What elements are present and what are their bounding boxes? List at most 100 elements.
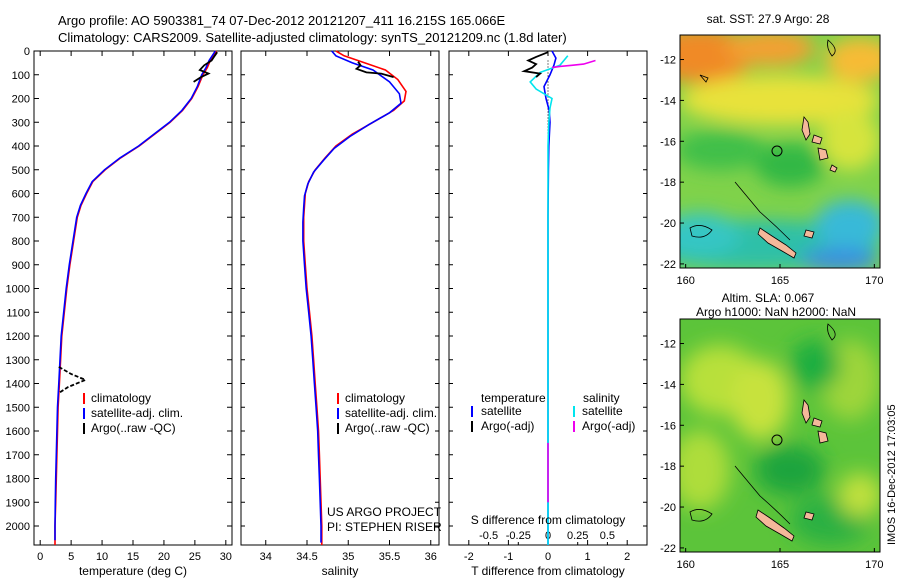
map-x-tick-label: 165 — [771, 559, 789, 571]
difference-legend: temperature salinity satellite Argo(-adj… — [471, 391, 635, 433]
temperature-xlabel: temperature (deg C) — [79, 564, 187, 578]
series-line-satellite-adj-clim- — [302, 50, 402, 543]
principal-investigator: PI: STEPHEN RISER — [327, 520, 442, 534]
map-x-tick-label: 160 — [676, 275, 694, 287]
loyalty-island — [803, 511, 815, 521]
sla-high-patch — [680, 430, 730, 510]
sst-warm-patch — [825, 38, 880, 82]
x-tick-label: -1 — [504, 551, 514, 563]
depth-tick-label: 1300 — [6, 355, 30, 367]
legend-title-salinity: salinity — [583, 391, 620, 405]
map-y-tick-label: -22 — [660, 543, 676, 555]
depth-tick-label: 800 — [12, 236, 30, 248]
legend-label-t-satellite: satellite — [481, 404, 522, 418]
sst-yellow-patch — [820, 110, 880, 170]
legend-title-temperature: temperature — [481, 391, 546, 405]
reef-outline — [734, 181, 791, 241]
argo-profile-location — [771, 434, 783, 446]
sst-map-axes: 160 165 170 -12 -14 -16 -18 -20 -22 — [660, 55, 883, 287]
vanuatu-island — [829, 164, 838, 173]
legend-label-s-argo: Argo(-adj) — [582, 419, 635, 433]
map-y-tick-label: -14 — [660, 379, 676, 391]
sst-green-patch — [680, 130, 765, 170]
depth-tick-label: 100 — [12, 70, 30, 82]
series-line-satellite-adj-clim- — [54, 50, 216, 541]
series-line-s-satellite — [529, 55, 569, 545]
legend-label-t-argo: Argo(-adj) — [481, 419, 534, 433]
salinity-legend: climatology satellite-adj. clim. Argo(..… — [327, 391, 442, 534]
sst-green-patch — [755, 143, 825, 187]
x-tick-label: 30 — [220, 551, 232, 563]
map-y-tick-label: -20 — [660, 502, 676, 514]
map-x-tick-label: 165 — [771, 275, 789, 287]
reef-outline — [827, 39, 836, 57]
x-tick-label: 25 — [189, 551, 201, 563]
map-y-tick-label: -16 — [660, 420, 676, 432]
depth-tick-label: 0 — [24, 46, 30, 58]
x-tick-label: 36 — [425, 551, 437, 563]
depth-tick-label: 1900 — [6, 497, 30, 509]
x-tick-label: 10 — [96, 551, 108, 563]
depth-tick-label: 1400 — [6, 379, 30, 391]
series-line-argo-raw-qc-spike — [58, 366, 88, 394]
legend-label-argo: Argo(..raw -QC) — [91, 421, 176, 435]
series-line-t-satellite — [543, 50, 557, 545]
vanuatu-island — [811, 417, 823, 428]
legend-label-satellite-adj: satellite-adj. clim. — [345, 406, 437, 420]
depth-tick-label: 900 — [12, 260, 30, 272]
depth-tick-label: 2000 — [6, 521, 30, 533]
temperature-legend: climatology satellite-adj. clim. Argo(..… — [83, 391, 183, 435]
argo-profile-location — [771, 145, 783, 157]
sst-yellow-band — [680, 75, 880, 125]
sla-low-patch — [790, 340, 840, 390]
x-tick-label: 20 — [158, 551, 170, 563]
sla-map-title-line2: Argo h1000: NaN h2000: NaN — [696, 305, 856, 319]
depth-tick-label: 300 — [12, 117, 30, 129]
legend-label-s-satellite: satellite — [582, 404, 623, 418]
series-line-argo-raw-qc- — [354, 61, 394, 78]
difference-plot: -2 -1 0 1 2-0.5 -0.25 0 0.25 0.5 — [464, 50, 630, 563]
map-y-tick-label: -16 — [660, 136, 676, 148]
depth-tick-label: 200 — [12, 94, 30, 106]
x-tick-label: 35 — [342, 551, 354, 563]
salinity-panel-frame — [240, 50, 440, 546]
vanuatu-island — [817, 430, 829, 444]
depth-tick-label: 1500 — [6, 402, 30, 414]
series-line-t-argo-adj- — [521, 51, 549, 78]
map-x-tick-label: 170 — [865, 275, 883, 287]
sst-warm-patch — [725, 35, 815, 66]
series-line-s-argo-adj- — [551, 59, 596, 69]
salinity-plot: 34 34.5 35 35.5 36 — [260, 50, 437, 563]
map-y-tick-label: -12 — [660, 55, 676, 67]
depth-tick-label: 1100 — [6, 307, 30, 319]
s-tick-label: -0.5 — [479, 530, 498, 542]
sst-heatmap — [680, 35, 880, 268]
vanuatu-island — [801, 116, 811, 141]
project-name: US ARGO PROJECT — [327, 505, 442, 519]
legend-label-argo: Argo(..raw -QC) — [345, 421, 430, 435]
reef-outline — [689, 225, 713, 238]
reef-outline — [827, 323, 836, 341]
vanuatu-island — [811, 134, 823, 145]
series-line-argo-raw-qc- — [193, 51, 218, 83]
x-tick-label: 2 — [624, 551, 630, 563]
depth-tick-label: 400 — [12, 141, 30, 153]
map-x-tick-label: 160 — [676, 559, 694, 571]
depth-axis: 0 100 200 300 400 500 600 700 800 900 1000 1100 1200… — [6, 46, 647, 533]
loyalty-island — [803, 229, 815, 239]
map-y-tick-label: -14 — [660, 95, 676, 107]
map-y-tick-label: -22 — [660, 259, 676, 271]
sla-heatmap — [680, 319, 880, 552]
imos-timestamp: IMOS 16-Dec-2012 17:03:05 — [886, 404, 898, 545]
depth-tick-label: 700 — [12, 212, 30, 224]
vanuatu-island — [801, 399, 811, 424]
x-tick-label: 5 — [68, 551, 74, 563]
x-tick-label: 34.5 — [296, 551, 317, 563]
sla-high-patch — [838, 473, 880, 517]
map-y-tick-label: -18 — [660, 461, 676, 473]
x-tick-label: 15 — [127, 551, 139, 563]
reef-outline — [734, 465, 791, 525]
salinity-xlabel: salinity — [322, 564, 359, 578]
map-y-tick-label: -12 — [660, 339, 676, 351]
